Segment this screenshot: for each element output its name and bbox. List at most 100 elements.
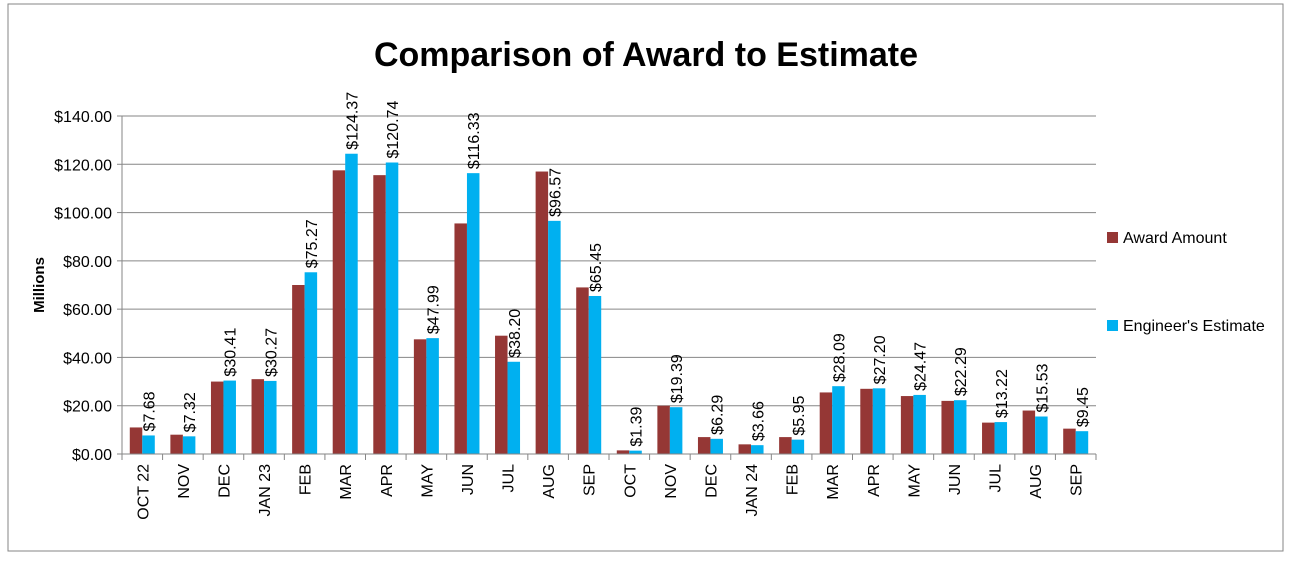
x-tick-label: MAY	[419, 464, 436, 498]
data-label: $6.29	[710, 395, 727, 435]
data-label: $116.33	[466, 112, 483, 169]
bar	[345, 153, 358, 454]
y-tick-label: $20.00	[63, 399, 112, 416]
x-tick-label: JUN	[947, 464, 964, 495]
bar	[657, 405, 670, 454]
bar	[373, 175, 386, 454]
bar	[860, 388, 873, 454]
data-label: $1.39	[629, 407, 646, 447]
bar	[170, 434, 183, 454]
y-tick-label: $80.00	[63, 254, 112, 271]
bar	[264, 380, 277, 454]
y-tick-label: $120.00	[54, 157, 112, 174]
x-tick-label: FEB	[785, 464, 802, 495]
x-tick-label: JAN 24	[744, 464, 761, 517]
x-tick-label: DEC	[703, 464, 720, 498]
data-label: $15.53	[1034, 363, 1051, 412]
bar	[913, 394, 926, 454]
bar	[332, 170, 346, 455]
data-label: $5.95	[791, 395, 808, 435]
bar	[385, 162, 399, 454]
data-label: $7.68	[142, 391, 159, 431]
bar	[697, 437, 711, 454]
data-label: $30.27	[263, 328, 280, 377]
bar	[223, 380, 236, 454]
bar	[426, 338, 439, 454]
legend-swatch	[1107, 320, 1118, 331]
x-tick-label: SEP	[1069, 464, 1086, 496]
x-tick-label: APR	[866, 464, 883, 497]
data-label: $75.27	[304, 219, 321, 268]
bar	[454, 223, 467, 454]
x-tick-label: NOV	[663, 464, 680, 499]
data-label: $65.45	[588, 243, 605, 292]
data-label: $30.41	[223, 328, 240, 377]
x-tick-label: OCT	[622, 464, 639, 498]
y-tick-label: $0.00	[72, 447, 112, 464]
bar	[710, 438, 723, 454]
bar	[1022, 410, 1036, 454]
bar	[182, 436, 196, 454]
bar	[535, 171, 549, 454]
legend-label: Engineer's Estimate	[1123, 318, 1265, 335]
x-tick-label: AUG	[1028, 464, 1045, 499]
bar	[751, 445, 764, 454]
x-tick-label: JUN	[460, 464, 477, 495]
x-tick-label: APR	[379, 464, 396, 497]
y-tick-label: $100.00	[54, 206, 112, 223]
legend-label: Award Amount	[1123, 230, 1227, 247]
chart-frame	[7, 3, 1284, 552]
bar	[738, 444, 752, 454]
data-label: $22.29	[953, 347, 970, 396]
bar	[900, 396, 914, 454]
x-tick-label: FEB	[298, 464, 315, 495]
bar	[495, 335, 508, 454]
bar	[210, 381, 224, 454]
data-label: $19.39	[669, 354, 686, 403]
bar	[576, 287, 589, 454]
chart-title: Comparison of Award to Estimate	[374, 36, 918, 74]
bar	[466, 173, 480, 454]
data-label: $120.74	[385, 101, 402, 159]
data-label: $7.32	[182, 392, 199, 432]
data-label: $28.09	[831, 333, 848, 382]
bar	[548, 220, 561, 454]
y-axis-label: Millions	[31, 257, 48, 313]
bar	[1063, 428, 1076, 454]
bar	[507, 361, 521, 454]
y-tick-label: $60.00	[63, 302, 112, 319]
data-label: $13.22	[994, 369, 1011, 418]
bar	[129, 427, 143, 454]
bar	[413, 339, 427, 454]
bar	[1075, 431, 1089, 454]
bar	[953, 400, 967, 454]
x-tick-label: AUG	[541, 464, 558, 499]
bar	[1035, 416, 1048, 454]
x-tick-label: MAR	[338, 464, 355, 500]
y-tick-label: $40.00	[63, 350, 112, 367]
data-label: $96.57	[547, 168, 564, 217]
bar	[304, 272, 318, 454]
bar	[588, 295, 602, 454]
x-tick-label: MAY	[906, 464, 923, 498]
bar	[669, 407, 683, 454]
bar	[629, 450, 642, 454]
bar	[832, 386, 845, 454]
x-tick-label: OCT 22	[135, 464, 152, 520]
bar	[779, 437, 792, 454]
x-tick-label: SEP	[582, 464, 599, 496]
bar	[142, 435, 155, 454]
x-tick-label: NOV	[176, 464, 193, 499]
x-tick-label: MAR	[825, 464, 842, 500]
data-label: $27.20	[872, 335, 889, 384]
bar	[616, 450, 630, 454]
x-tick-label: DEC	[216, 464, 233, 498]
y-tick-label: $140.00	[54, 109, 112, 126]
data-label: $9.45	[1075, 387, 1092, 427]
bar	[982, 422, 995, 454]
bar	[872, 388, 886, 454]
legend-swatch	[1107, 232, 1118, 243]
x-tick-label: JUL	[501, 464, 518, 493]
x-tick-label: JUL	[988, 464, 1005, 493]
